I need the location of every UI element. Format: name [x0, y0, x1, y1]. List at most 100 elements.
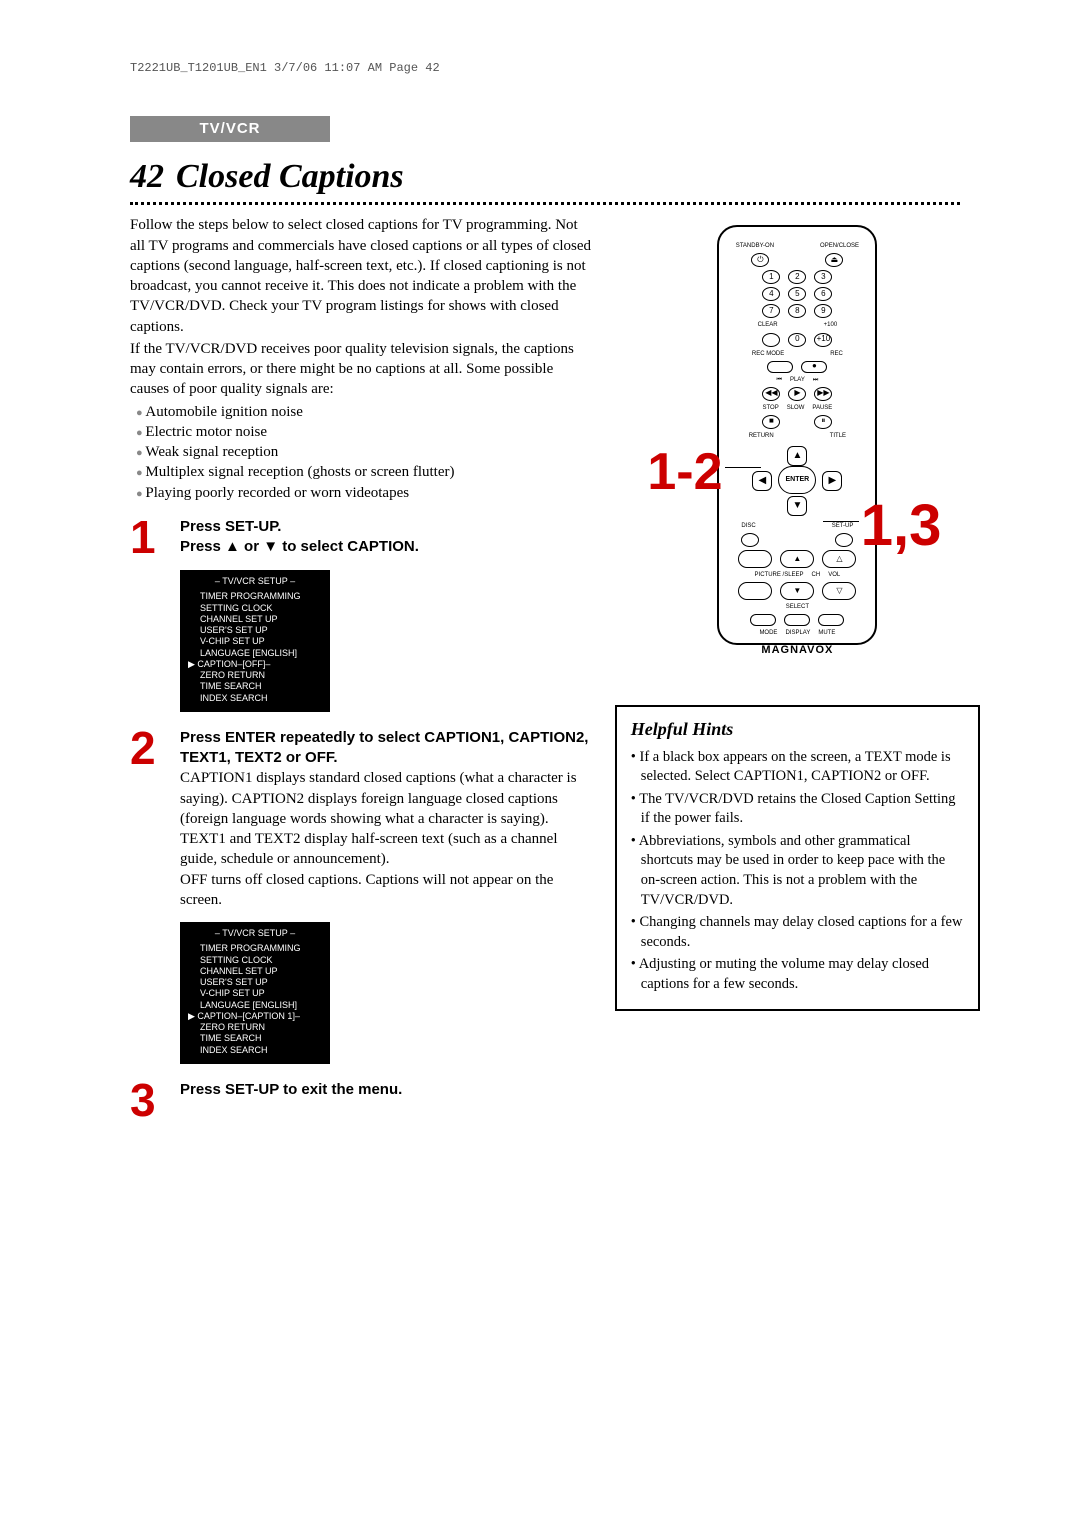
list-item: Multiplex signal reception (ghosts or sc…	[136, 462, 595, 482]
recmode-button[interactable]	[767, 361, 793, 373]
return-label: RETURN	[749, 432, 774, 440]
intro-para-1: Follow the steps below to select closed …	[130, 215, 595, 337]
clear-label: CLEAR	[758, 321, 778, 329]
eject-button[interactable]: ⏏	[825, 253, 843, 267]
left-button[interactable]: ◀	[752, 471, 772, 491]
rec-label: REC	[830, 350, 843, 358]
step-3: 3 Press SET-UP to exit the menu.	[130, 1080, 595, 1121]
mode-button[interactable]	[750, 614, 776, 626]
left-column: Follow the steps below to select closed …	[130, 215, 595, 1133]
page-title: Closed Captions	[176, 154, 404, 200]
list-item: Playing poorly recorded or worn videotap…	[136, 483, 595, 503]
num-9[interactable]: 9	[814, 304, 832, 318]
disc-button[interactable]	[741, 533, 759, 547]
select-label: SELECT	[786, 603, 809, 611]
mode-label: MODE	[759, 629, 777, 637]
rec-button[interactable]: ●	[801, 361, 827, 373]
num-8[interactable]: 8	[788, 304, 806, 318]
pause-label: PAUSE	[812, 404, 832, 412]
num-5[interactable]: 5	[788, 287, 806, 301]
ch-down-button[interactable]: ▼	[780, 582, 814, 600]
num-4[interactable]: 4	[762, 287, 780, 301]
down-button[interactable]: ▼	[787, 496, 807, 516]
enter-button[interactable]: ENTER	[778, 466, 816, 494]
pause-button[interactable]: ⏸	[814, 415, 832, 429]
mute-button[interactable]	[818, 614, 844, 626]
disc-label: DISC	[741, 522, 755, 530]
plus10-button[interactable]: +10	[814, 333, 832, 347]
step-2: 2 Press ENTER repeatedly to select CAPTI…	[130, 728, 595, 910]
step-heading: Press SET-UP to exit the menu.	[180, 1080, 595, 1100]
title-label: TITLE	[830, 432, 846, 440]
stop-button[interactable]: ■	[762, 415, 780, 429]
menu-header: – TV/VCR SETUP –	[188, 576, 322, 587]
intro-text: Follow the steps below to select closed …	[130, 215, 595, 399]
num-0[interactable]: 0	[788, 333, 806, 347]
callout-1-2: 1-2	[647, 437, 722, 507]
hint-item: The TV/VCR/DVD retains the Closed Captio…	[641, 790, 964, 829]
recmode-label: REC MODE	[752, 350, 784, 358]
hint-item: Changing channels may delay closed capti…	[641, 913, 964, 952]
num-6[interactable]: 6	[814, 287, 832, 301]
ch-button[interactable]: ▲	[780, 550, 814, 568]
vol-down-button[interactable]: ▽	[822, 582, 856, 600]
hint-item: Adjusting or muting the volume may delay…	[641, 955, 964, 994]
select-button[interactable]	[738, 582, 772, 600]
step-body-text: CAPTION1 displays standard closed captio…	[180, 768, 595, 910]
picture-sleep-button[interactable]	[738, 550, 772, 568]
list-item: Automobile ignition noise	[136, 402, 595, 422]
hints-list: If a black box appears on the screen, a …	[631, 748, 964, 995]
list-item: Weak signal reception	[136, 442, 595, 462]
up-button[interactable]: ▲	[787, 446, 807, 466]
section-badge: TV/VCR	[130, 116, 330, 142]
display-label: DISPLAY	[785, 629, 810, 637]
brand-label: MAGNAVOX	[727, 643, 867, 658]
print-header: T2221UB_T1201UB_EN1 3/7/06 11:07 AM Page…	[130, 60, 960, 76]
num-7[interactable]: 7	[762, 304, 780, 318]
list-item: Electric motor noise	[136, 422, 595, 442]
setup-button[interactable]	[835, 533, 853, 547]
intro-para-2: If the TV/VCR/DVD receives poor quality …	[130, 339, 595, 400]
num-3[interactable]: 3	[814, 270, 832, 284]
vol-label: VOL	[828, 571, 840, 579]
dpad: ▲ ◀ ENTER ▶ ▼	[752, 446, 842, 516]
fwd-button[interactable]: ▶▶	[814, 387, 832, 401]
rewind-button[interactable]: ◀◀	[762, 387, 780, 401]
num-1[interactable]: 1	[762, 270, 780, 284]
open-close-label: OPEN/CLOSE	[820, 242, 859, 250]
hints-title: Helpful Hints	[631, 717, 964, 741]
standby-label: STANDBY-ON	[736, 242, 774, 250]
page-number: 42	[130, 154, 164, 200]
hint-item: Abbreviations, symbols and other grammat…	[641, 832, 964, 910]
step-heading: Press ▲ or ▼ to select CAPTION.	[180, 537, 595, 557]
hint-item: If a black box appears on the screen, a …	[641, 748, 964, 787]
step-heading: Press ENTER repeatedly to select CAPTION…	[180, 728, 595, 769]
helpful-hints-box: Helpful Hints If a black box appears on …	[615, 705, 980, 1011]
num-2[interactable]: 2	[788, 270, 806, 284]
play-label: PLAY	[790, 376, 805, 384]
step-number: 3	[130, 1080, 166, 1121]
display-button[interactable]	[784, 614, 810, 626]
setup-menu-1: – TV/VCR SETUP – TIMER PROGRAMMINGSETTIN…	[180, 570, 330, 712]
setup-label: SET-UP	[832, 522, 854, 530]
step-1: 1 Press SET-UP. Press ▲ or ▼ to select C…	[130, 517, 595, 558]
menu-header: – TV/VCR SETUP –	[188, 928, 322, 939]
signal-issues-list: Automobile ignition noise Electric motor…	[130, 402, 595, 503]
clear-button[interactable]	[762, 333, 780, 347]
mute-label: MUTE	[818, 629, 835, 637]
right-button[interactable]: ▶	[822, 471, 842, 491]
step-number: 2	[130, 728, 166, 910]
step-heading: Press SET-UP.	[180, 517, 595, 537]
ch-label: CH	[812, 571, 821, 579]
right-column: STANDBY-ON OPEN/CLOSE ⏻ ⏏ 123 456 789 CLEA…	[615, 215, 980, 1133]
plus100-label: +100	[824, 321, 838, 329]
callout-1-3: 1,3	[861, 487, 942, 565]
remote-control: STANDBY-ON OPEN/CLOSE ⏻ ⏏ 123 456 789 CLEA…	[717, 225, 877, 645]
play-button[interactable]: ▶	[788, 387, 806, 401]
vol-button[interactable]: △	[822, 550, 856, 568]
slow-label: SLOW	[787, 404, 805, 412]
stop-label: STOP	[762, 404, 778, 412]
standby-button[interactable]: ⏻	[751, 253, 769, 267]
setup-menu-2: – TV/VCR SETUP – TIMER PROGRAMMINGSETTIN…	[180, 922, 330, 1064]
step-number: 1	[130, 517, 166, 558]
